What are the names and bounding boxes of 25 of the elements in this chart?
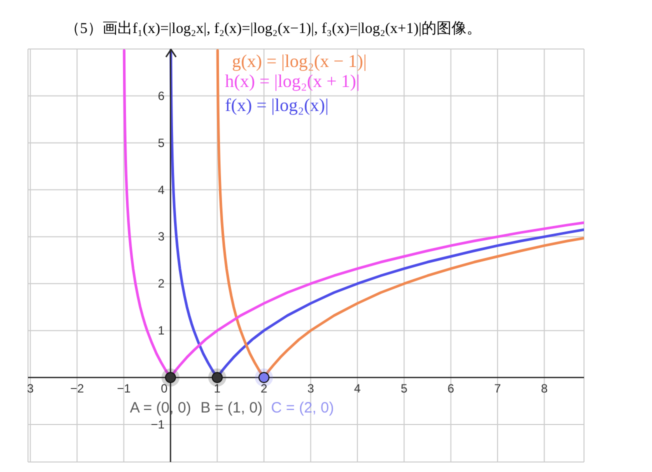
x-tick-label: 5 [400, 382, 408, 396]
data-label: B = (1, 0) [200, 399, 263, 416]
data-label: C = (2, 0) [271, 399, 334, 416]
x-tick-label: 8 [540, 382, 548, 396]
x-tick-label: −1 [116, 382, 131, 396]
series-label: g(x) = |log₂(x − 1)| [232, 51, 367, 72]
x-tick-label: 4 [354, 382, 362, 396]
x-tick-label: −2 [70, 382, 84, 396]
x-tick-label: 7 [494, 382, 502, 396]
y-tick-label: −1 [150, 417, 165, 432]
x-tick-label: 0 [160, 382, 168, 396]
text: h(x) = |log₂(x + 1)| [225, 71, 360, 92]
y-tick-label: 3 [158, 230, 165, 244]
chart-title: （5）画出f₁(x)=|log₂x|, f₂(x)=|log₂(x−1)|, f₃(x)=|log₂(x+1)|的图像。 [65, 20, 482, 38]
x-tick-label: 1 [214, 382, 221, 396]
text: f(x) = |log₂(x)| [225, 95, 329, 116]
x-tick-label: 3 [307, 382, 314, 396]
y-tick-label: 5 [158, 136, 165, 150]
y-tick-label: 1 [158, 324, 165, 338]
x-tick-label: 2 [260, 382, 268, 396]
x-tick-label: 6 [447, 382, 454, 396]
y-tick-label: 6 [158, 88, 165, 103]
y-tick-label: 2 [158, 276, 165, 291]
y-tick-label: 4 [158, 182, 165, 197]
x-tick-label: 3 [26, 382, 34, 396]
